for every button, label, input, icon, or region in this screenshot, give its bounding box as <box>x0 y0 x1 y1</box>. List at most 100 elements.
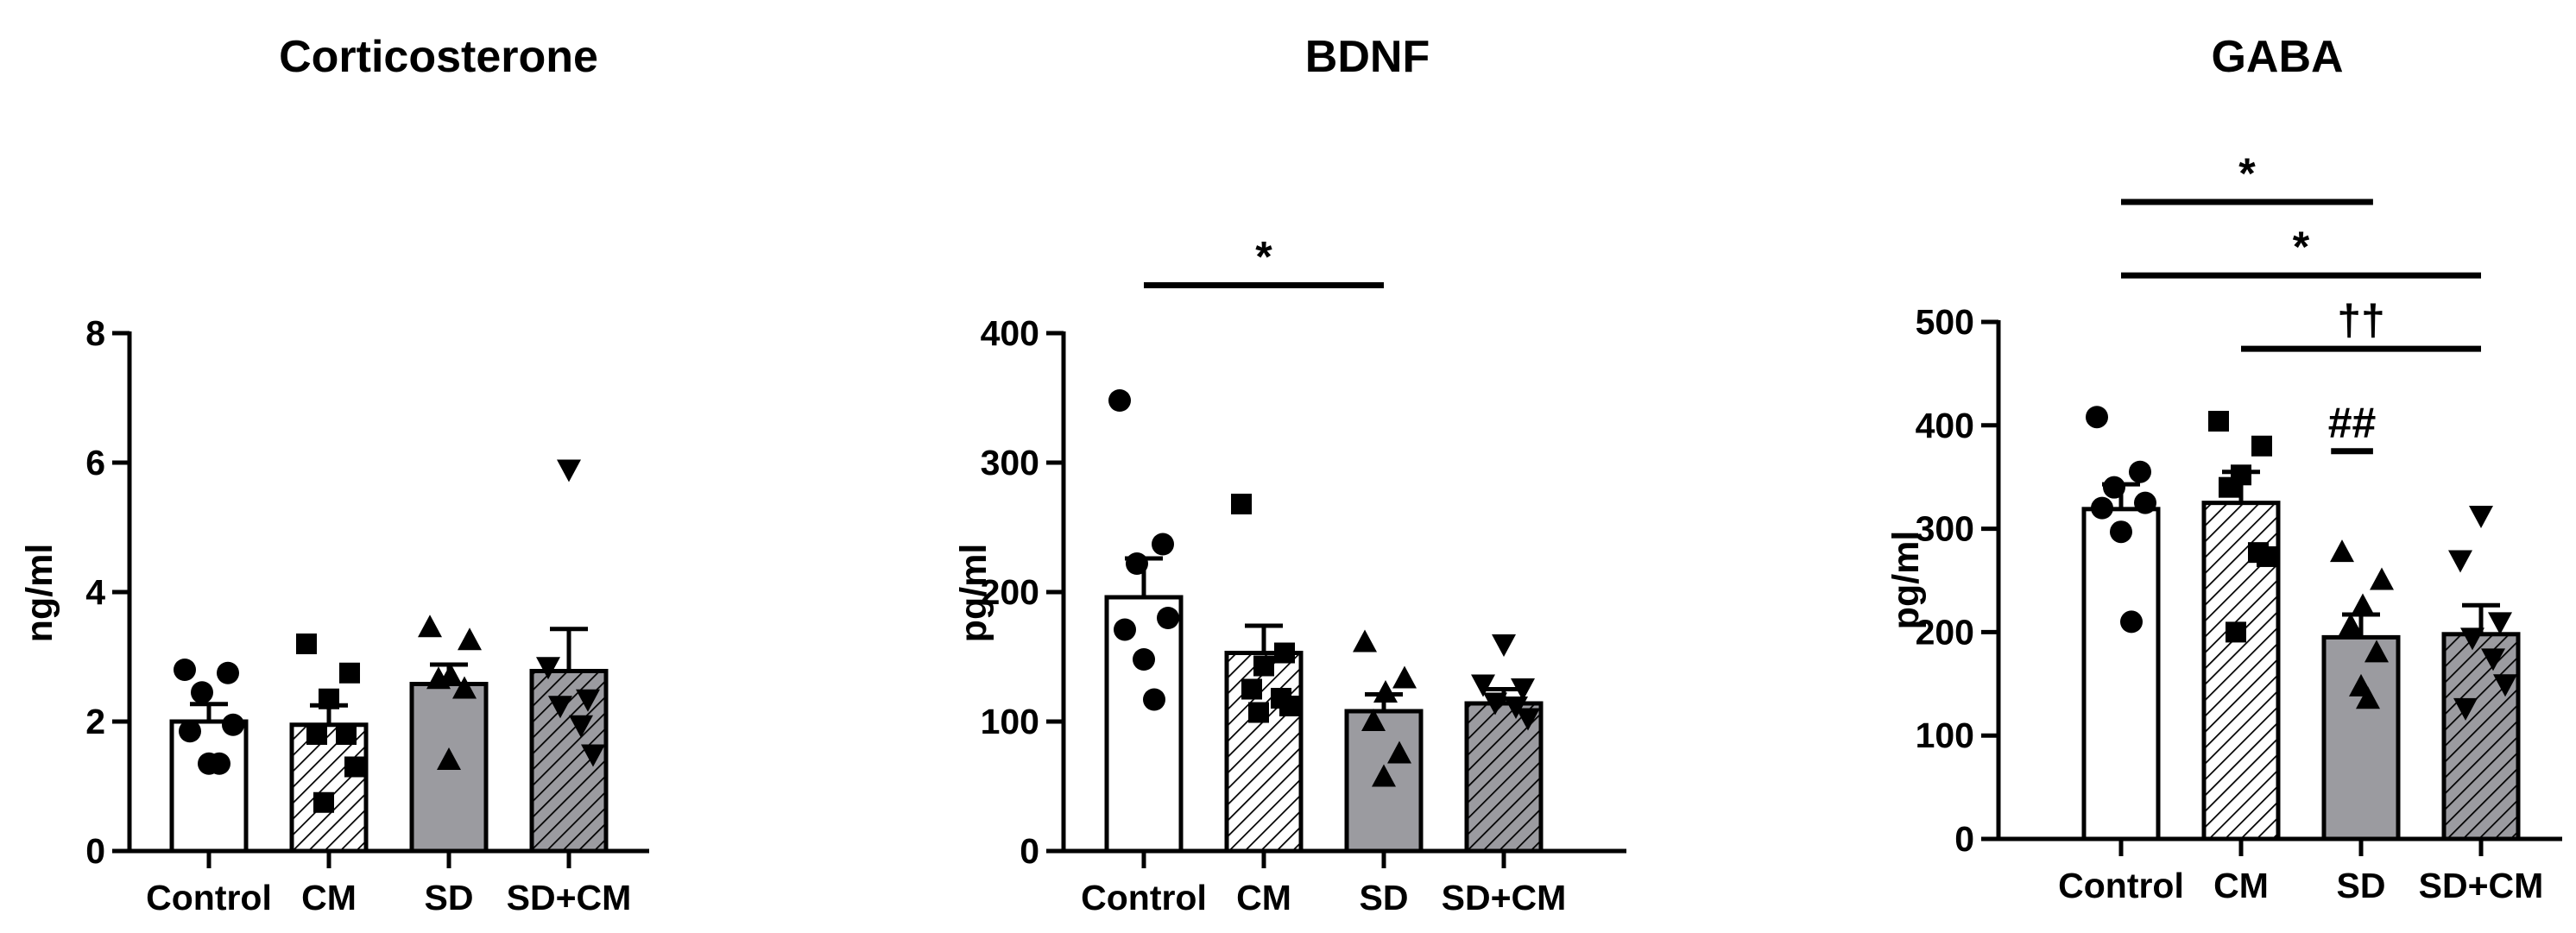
data-point-circle <box>208 752 230 775</box>
bar <box>2081 507 2161 842</box>
y-tick-label: 6 <box>85 443 105 482</box>
y-tick-label: 200 <box>1916 612 1974 652</box>
x-tick-label: Control <box>146 878 272 917</box>
data-point-triangle-down <box>536 657 560 680</box>
data-point-square <box>336 724 357 745</box>
data-point-square <box>306 724 327 745</box>
data-points-group <box>536 459 605 767</box>
data-point-triangle <box>1361 709 1386 731</box>
significance-label: * <box>2238 149 2256 198</box>
data-point-triangle-down <box>1483 692 1507 716</box>
data-point-triangle <box>1353 629 1377 652</box>
data-point-triangle-down <box>548 696 572 719</box>
data-point-circle <box>179 720 201 743</box>
y-tick-label: 500 <box>1916 302 1974 342</box>
data-point-square <box>2251 435 2272 457</box>
data-point-triangle <box>2339 613 2363 636</box>
data-point-square <box>339 662 360 684</box>
x-tick-label: SD+CM <box>507 878 632 917</box>
data-point-circle <box>2103 476 2125 499</box>
y-axis-label: pg/ml <box>953 544 994 643</box>
data-point-circle <box>2129 460 2151 483</box>
x-tick-label: CM <box>301 878 357 917</box>
data-point-triangle <box>1373 680 1398 703</box>
data-point-triangle <box>2351 593 2375 616</box>
y-tick-label: 300 <box>1916 509 1974 549</box>
data-point-circle <box>1152 533 1174 556</box>
data-point-square <box>1241 678 1262 700</box>
y-axis-label: ng/ml <box>19 544 60 643</box>
data-point-triangle-down <box>557 459 581 482</box>
y-tick-label: 400 <box>1916 406 1974 445</box>
x-tick-label: SD+CM <box>2419 866 2544 905</box>
data-point-triangle-down <box>2488 612 2512 635</box>
data-point-triangle-down <box>1511 678 1535 701</box>
y-tick-label: 200 <box>981 572 1039 612</box>
data-point-triangle-down <box>1504 697 1528 719</box>
y-tick-label: 100 <box>1916 716 1974 755</box>
data-points-group <box>2086 406 2156 634</box>
data-points-group <box>2448 506 2517 721</box>
x-tick-label: CM <box>1236 878 1291 917</box>
data-point-triangle-down <box>2460 627 2484 651</box>
data-points-group <box>418 615 482 770</box>
data-point-circle <box>2120 610 2143 634</box>
data-point-triangle-down <box>2448 550 2472 573</box>
data-point-circle <box>191 681 213 704</box>
data-point-triangle <box>437 747 461 770</box>
data-point-square <box>313 791 334 813</box>
data-point-circle <box>1126 552 1148 575</box>
panel-corticosterone: Corticosterone ng/ml 0 2 4 6 8 Control CM SD SD+… <box>19 32 649 917</box>
data-point-circle <box>2091 496 2113 520</box>
significance-label: †† <box>2337 296 2385 344</box>
data-point-circle <box>217 661 239 684</box>
x-tick-label: SD+CM <box>1442 878 1567 917</box>
data-point-triangle-down <box>2481 648 2505 671</box>
y-tick-label: 0 <box>85 831 105 871</box>
data-point-triangle <box>426 666 451 690</box>
bar <box>1104 595 1184 854</box>
panel-gaba: GABA pg/ml 0 100 200 300 400 500 Control CM SD SD… <box>1885 32 2562 905</box>
x-tick-label: Control <box>2058 866 2184 905</box>
chart-title: BDNF <box>1305 32 1430 82</box>
data-points-group <box>2330 539 2394 709</box>
data-point-square <box>1274 642 1295 664</box>
data-points-group <box>2208 411 2277 643</box>
bar <box>2441 632 2521 842</box>
chart-title: Corticosterone <box>279 32 598 82</box>
panel-bdnf: BDNF pg/ml 0 100 200 300 400 Control CM SD SD+CM… <box>953 32 1626 917</box>
data-point-triangle <box>2330 539 2354 563</box>
data-point-square <box>296 634 317 654</box>
data-point-triangle-down <box>1516 708 1540 731</box>
chart-title: GABA <box>2211 32 2343 82</box>
data-point-circle <box>174 659 196 681</box>
data-point-square <box>2219 476 2239 498</box>
data-point-circle <box>1157 607 1179 629</box>
data-point-circle <box>1114 618 1136 641</box>
significance-label: * <box>2293 223 2310 271</box>
data-point-triangle-down <box>2493 674 2517 697</box>
data-point-circle <box>1133 648 1155 671</box>
bar <box>289 722 369 854</box>
x-tick-label: SD <box>1360 878 1409 917</box>
data-point-triangle-down <box>2469 506 2493 529</box>
data-points-group <box>1353 629 1417 787</box>
data-point-circle <box>2110 520 2132 544</box>
data-point-square <box>2208 411 2229 432</box>
y-tick-label: 8 <box>85 313 105 353</box>
data-point-triangle <box>1387 741 1411 764</box>
data-point-triangle <box>1372 764 1396 787</box>
x-tick-label: SD <box>2337 866 2386 905</box>
y-tick-label: 0 <box>1954 819 1974 859</box>
data-points-group <box>296 634 365 813</box>
data-point-square <box>2257 545 2277 567</box>
data-point-square <box>319 688 339 709</box>
data-point-triangle <box>418 615 442 638</box>
significance-label: * <box>1255 233 1272 281</box>
data-point-triangle-down <box>2453 697 2478 721</box>
x-tick-label: SD <box>425 878 474 917</box>
data-point-circle <box>2134 491 2156 514</box>
data-point-square <box>1231 494 1252 514</box>
data-point-triangle <box>2370 567 2394 590</box>
y-tick-label: 300 <box>981 443 1039 482</box>
